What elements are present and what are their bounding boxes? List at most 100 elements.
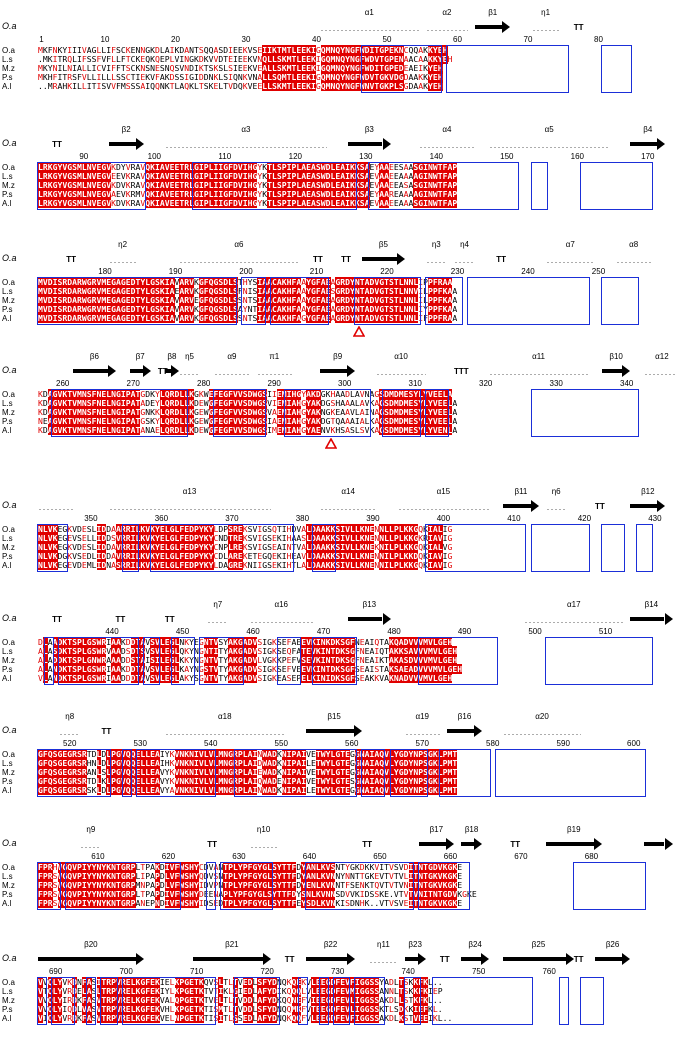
residue: E [101,425,107,435]
residue: Q [320,72,326,82]
helix-coil [616,255,652,263]
residue: E [140,72,146,82]
residue: L [262,72,268,82]
residue: A [315,533,321,543]
residue: L [354,533,360,543]
residue: S [52,758,58,768]
residue: M [77,189,82,199]
helix-coil [320,502,376,510]
residue: G [140,389,146,399]
residue: A [374,398,380,408]
residue: M [281,45,287,55]
residue: A [130,407,136,417]
residue: G [86,286,92,296]
residue: A [320,295,326,305]
residue: R [91,313,97,323]
residue: D [223,277,229,287]
residue: Q [286,995,292,1005]
residue: Q [320,45,326,55]
residue: G [86,313,92,323]
residue: I [198,198,204,208]
residue: Q [418,560,424,570]
residue-number: 140 [429,152,443,161]
species-label: O.a [2,46,15,55]
residue: G [116,785,121,795]
residue: L [330,171,336,181]
residue: G [262,862,268,872]
residue: D [67,313,73,323]
residue: Q [208,295,214,305]
residue: G [335,776,341,786]
residue: H [189,898,194,908]
residue: W [320,189,326,199]
residue: T [67,407,73,417]
species-label: P.s [2,890,13,899]
strand-arrow-body [348,617,383,621]
residue: P [389,63,394,73]
residue: N [413,776,419,786]
residue: L [262,81,268,91]
residue: Q [125,767,131,777]
residue: T [359,313,365,323]
residue: F [174,871,180,881]
residue: L [389,533,394,543]
residue: R [77,304,82,314]
residue: L [272,189,277,199]
residue: A [345,416,350,426]
residue: L [42,655,48,665]
residue: F [301,1004,307,1014]
residue: S [403,655,409,665]
residue: G [350,646,355,656]
residue-number: 490 [457,627,472,636]
residue: S [379,389,385,399]
residue: A [116,646,121,656]
residue: L [398,277,404,287]
strand-arrow-head [565,953,574,965]
residue: K [62,416,68,426]
residue: E [315,1013,321,1023]
residue-number: 740 [401,967,415,976]
residue: H [189,871,194,881]
residue: G [315,45,321,55]
residue: T [330,646,336,656]
residue: Q [125,785,131,795]
residue: Y [267,977,272,987]
residue: K [286,1013,292,1023]
residue: K [330,524,336,534]
residue: D [233,180,238,190]
sequence-row: M.z NLVKEGKVDESLIDDAVRRILKVKYELGLFEDPYKYC… [0,542,676,552]
residue: I [81,862,87,872]
residue: N [413,785,419,795]
species-label: L.s [2,399,13,408]
residue: L [437,749,443,759]
residue: Q [145,180,151,190]
residue: G [379,398,385,408]
residue: T [315,785,321,795]
residue: S [276,198,282,208]
residue: F [291,304,297,314]
residue: L [272,198,277,208]
residue: E [432,81,438,91]
residue: A [242,664,248,674]
residue: G [257,425,263,435]
residue: A [111,551,116,561]
residue: A [379,189,385,199]
residue: Q [145,198,151,208]
residue: P [111,776,116,786]
residue: E [242,63,248,73]
sequence-row: L.s NLVKEGEVSELLIDDSVRRILKVKYELGLFEDPYKYC… [0,533,676,543]
residue: S [257,1004,263,1014]
sequence-row: L.s GFQSGEGRSRHNLDLPGVQQELLEAIHKVNKNIVLVL… [0,758,676,768]
residue: V [72,871,77,881]
residue: Y [272,889,277,899]
residue: A [179,313,185,323]
residue: K [62,389,68,399]
residue: E [135,758,141,768]
helix-coil [179,255,299,263]
residue: E [340,977,346,987]
species-label: L.s [2,987,13,996]
sequence-text: MKYNILNIALLICVIFFTSCKNSNESNQSVNDIKTSKSLS… [38,63,443,73]
residue-number: 680 [584,852,599,861]
residue: R [184,189,190,199]
residue-number: 380 [295,514,310,523]
